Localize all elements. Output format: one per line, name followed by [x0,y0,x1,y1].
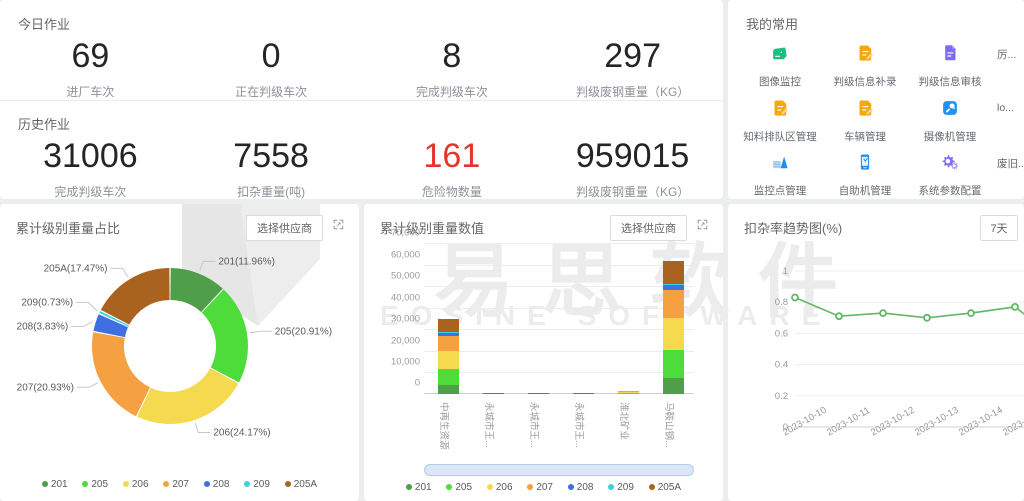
svg-text:209(0.73%): 209(0.73%) [21,297,73,308]
svg-text:205A(17.47%): 205A(17.47%) [43,263,107,274]
svg-text:206(24.17%): 206(24.17%) [213,427,270,438]
svg-text:0.6: 0.6 [775,328,788,339]
svg-text:205(20.91%): 205(20.91%) [274,326,331,337]
svg-text:1: 1 [783,266,788,277]
svg-text:208(3.83%): 208(3.83%) [16,322,68,333]
svg-text:0.8: 0.8 [775,297,788,308]
svg-text:0.4: 0.4 [775,360,788,371]
svg-text:201(11.96%): 201(11.96%) [218,256,275,267]
svg-text:0.2: 0.2 [775,391,788,402]
svg-text:207(20.93%): 207(20.93%) [16,382,73,393]
